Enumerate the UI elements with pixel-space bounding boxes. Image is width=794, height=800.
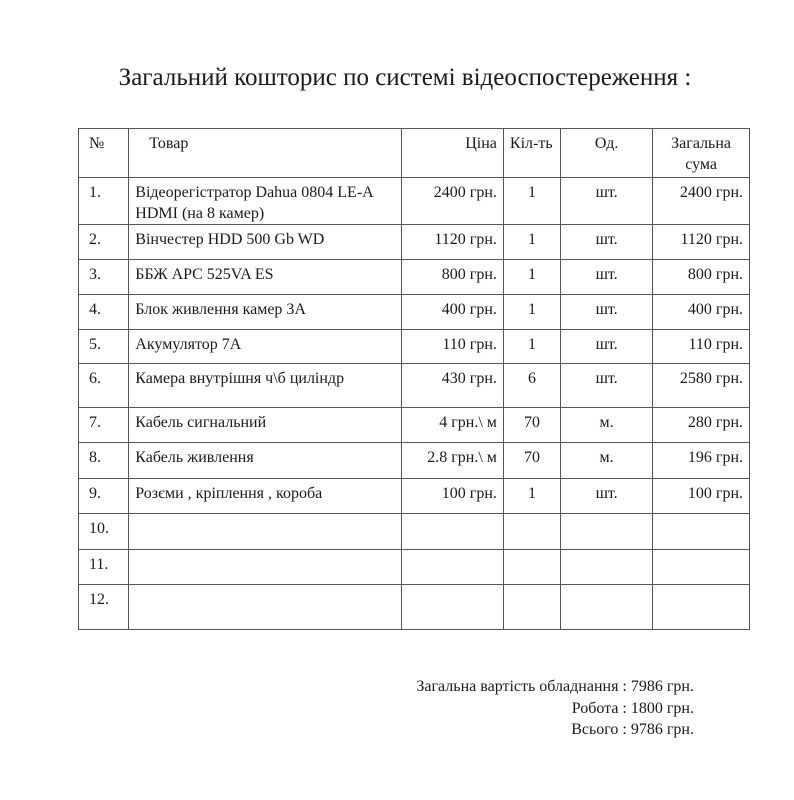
row-number: 4. bbox=[77, 294, 130, 330]
equipment-total: Загальна вартість обладнання : 7986 грн. bbox=[416, 678, 694, 695]
item-name bbox=[128, 549, 402, 585]
item-name: Вінчестер HDD 500 Gb WD bbox=[128, 224, 402, 260]
table-row: 7. Кабель сигнальний 4 грн.\ м 70 м. 280 грн. bbox=[77, 407, 750, 443]
price: 1120 грн. bbox=[400, 224, 504, 260]
item-name: ББЖ APC 525VA ES bbox=[128, 259, 402, 295]
item-name: Кабель живлення bbox=[128, 442, 402, 479]
row-total: 196 грн. bbox=[652, 442, 750, 479]
quantity: 1 bbox=[502, 329, 562, 364]
table-row: 11. bbox=[77, 549, 750, 585]
unit: шт. bbox=[560, 259, 654, 295]
price: 400 грн. bbox=[400, 294, 504, 330]
row-total: 100 грн. bbox=[652, 478, 750, 514]
unit bbox=[560, 549, 654, 585]
table-row: 8. Кабель живлення 2.8 грн.\ м 70 м. 196 грн. bbox=[77, 442, 750, 479]
row-total bbox=[652, 584, 750, 630]
unit: шт. bbox=[560, 329, 654, 364]
price: 4 грн.\ м bbox=[400, 407, 504, 443]
item-name bbox=[128, 584, 402, 630]
row-number: 5. bbox=[77, 329, 130, 364]
unit: м. bbox=[560, 407, 654, 443]
header-item: Товар bbox=[128, 128, 402, 178]
header-total: Загальна сума bbox=[652, 128, 750, 178]
price: 800 грн. bbox=[400, 259, 504, 295]
table-row: 6. Камера внутрішня ч\б циліндр 430 грн. 6 ш… bbox=[77, 363, 750, 408]
row-total: 110 грн. bbox=[652, 329, 750, 364]
unit: шт. bbox=[560, 177, 654, 225]
price: 430 грн. bbox=[400, 363, 504, 408]
price: 2.8 грн.\ м bbox=[400, 442, 504, 479]
quantity: 6 bbox=[502, 363, 562, 408]
unit: шт. bbox=[560, 294, 654, 330]
header-price: Ціна bbox=[400, 128, 504, 178]
quantity: 70 bbox=[502, 407, 562, 443]
row-number: 9. bbox=[77, 478, 130, 514]
price bbox=[400, 513, 504, 550]
row-total: 280 грн. bbox=[652, 407, 750, 443]
header-number: № bbox=[77, 128, 130, 178]
price bbox=[400, 549, 504, 585]
row-number: 8. bbox=[77, 442, 130, 479]
table-row: 12. bbox=[77, 584, 750, 630]
estimate-table: № Товар Ціна Кіл-ть Од. Загальна сума 1.… bbox=[77, 128, 750, 630]
price: 2400 грн. bbox=[400, 177, 504, 225]
row-total: 2580 грн. bbox=[652, 363, 750, 408]
item-name: Блок живлення камер 3А bbox=[128, 294, 402, 330]
table-row: 5. Акумулятор 7А 110 грн. 1 шт. 110 грн. bbox=[77, 329, 750, 364]
table-row: 10. bbox=[77, 513, 750, 550]
row-total: 1120 грн. bbox=[652, 224, 750, 260]
header-quantity: Кіл-ть bbox=[502, 128, 562, 178]
quantity bbox=[502, 549, 562, 585]
quantity bbox=[502, 513, 562, 550]
row-number: 1. bbox=[77, 177, 130, 225]
unit: м. bbox=[560, 442, 654, 479]
quantity: 1 bbox=[502, 294, 562, 330]
row-number: 12. bbox=[77, 584, 130, 630]
document-title: Загальний кошторис по системі відеоспост… bbox=[118, 64, 692, 91]
quantity: 1 bbox=[502, 478, 562, 514]
table-row: 4. Блок живлення камер 3А 400 грн. 1 шт. 400 … bbox=[77, 294, 750, 330]
row-total: 2400 грн. bbox=[652, 177, 750, 225]
item-name: Розєми , кріплення , короба bbox=[128, 478, 402, 514]
row-number: 10. bbox=[77, 513, 130, 550]
item-name: Відеорегістратор Dahua 0804 LE-A HDMI (н… bbox=[128, 177, 402, 225]
row-total bbox=[652, 549, 750, 585]
row-number: 3. bbox=[77, 259, 130, 295]
table-row: 9. Розєми , кріплення , короба 100 грн. 1 шт… bbox=[77, 478, 750, 514]
price: 110 грн. bbox=[400, 329, 504, 364]
price: 100 грн. bbox=[400, 478, 504, 514]
work-cost: Робота : 1800 грн. bbox=[571, 699, 694, 717]
quantity: 1 bbox=[502, 259, 562, 295]
item-name: Камера внутрішня ч\б циліндр bbox=[128, 363, 402, 408]
row-total: 400 грн. bbox=[652, 294, 750, 330]
row-number: 7. bbox=[77, 407, 130, 443]
quantity: 70 bbox=[502, 442, 562, 479]
table-header-row: № Товар Ціна Кіл-ть Од. Загальна сума bbox=[77, 128, 750, 178]
row-number: 2. bbox=[77, 224, 130, 260]
header-unit: Од. bbox=[560, 128, 654, 178]
item-name: Кабель сигнальний bbox=[128, 407, 402, 443]
unit: шт. bbox=[560, 224, 654, 260]
row-total: 800 грн. bbox=[652, 259, 750, 295]
unit: шт. bbox=[560, 478, 654, 514]
row-number: 11. bbox=[77, 549, 130, 585]
table-row: 2. Вінчестер HDD 500 Gb WD 1120 грн. 1 шт. 11… bbox=[77, 224, 750, 260]
table-row: 1. Відеорегістратор Dahua 0804 LE-A HDMI … bbox=[77, 177, 750, 225]
row-total bbox=[652, 513, 750, 550]
grand-total: Всього : 9786 грн. bbox=[571, 721, 694, 738]
unit: шт. bbox=[560, 363, 654, 408]
quantity: 1 bbox=[502, 224, 562, 260]
unit bbox=[560, 584, 654, 630]
quantity: 1 bbox=[502, 177, 562, 225]
price bbox=[400, 584, 504, 630]
item-name bbox=[128, 513, 402, 550]
unit bbox=[560, 513, 654, 550]
summary: Загальна вартість обладнання : 7986 грн.… bbox=[416, 676, 694, 741]
table-row: 3. ББЖ APC 525VA ES 800 грн. 1 шт. 800 грн. bbox=[77, 259, 750, 295]
row-number: 6. bbox=[77, 363, 130, 408]
item-name: Акумулятор 7А bbox=[128, 329, 402, 364]
quantity bbox=[502, 584, 562, 630]
